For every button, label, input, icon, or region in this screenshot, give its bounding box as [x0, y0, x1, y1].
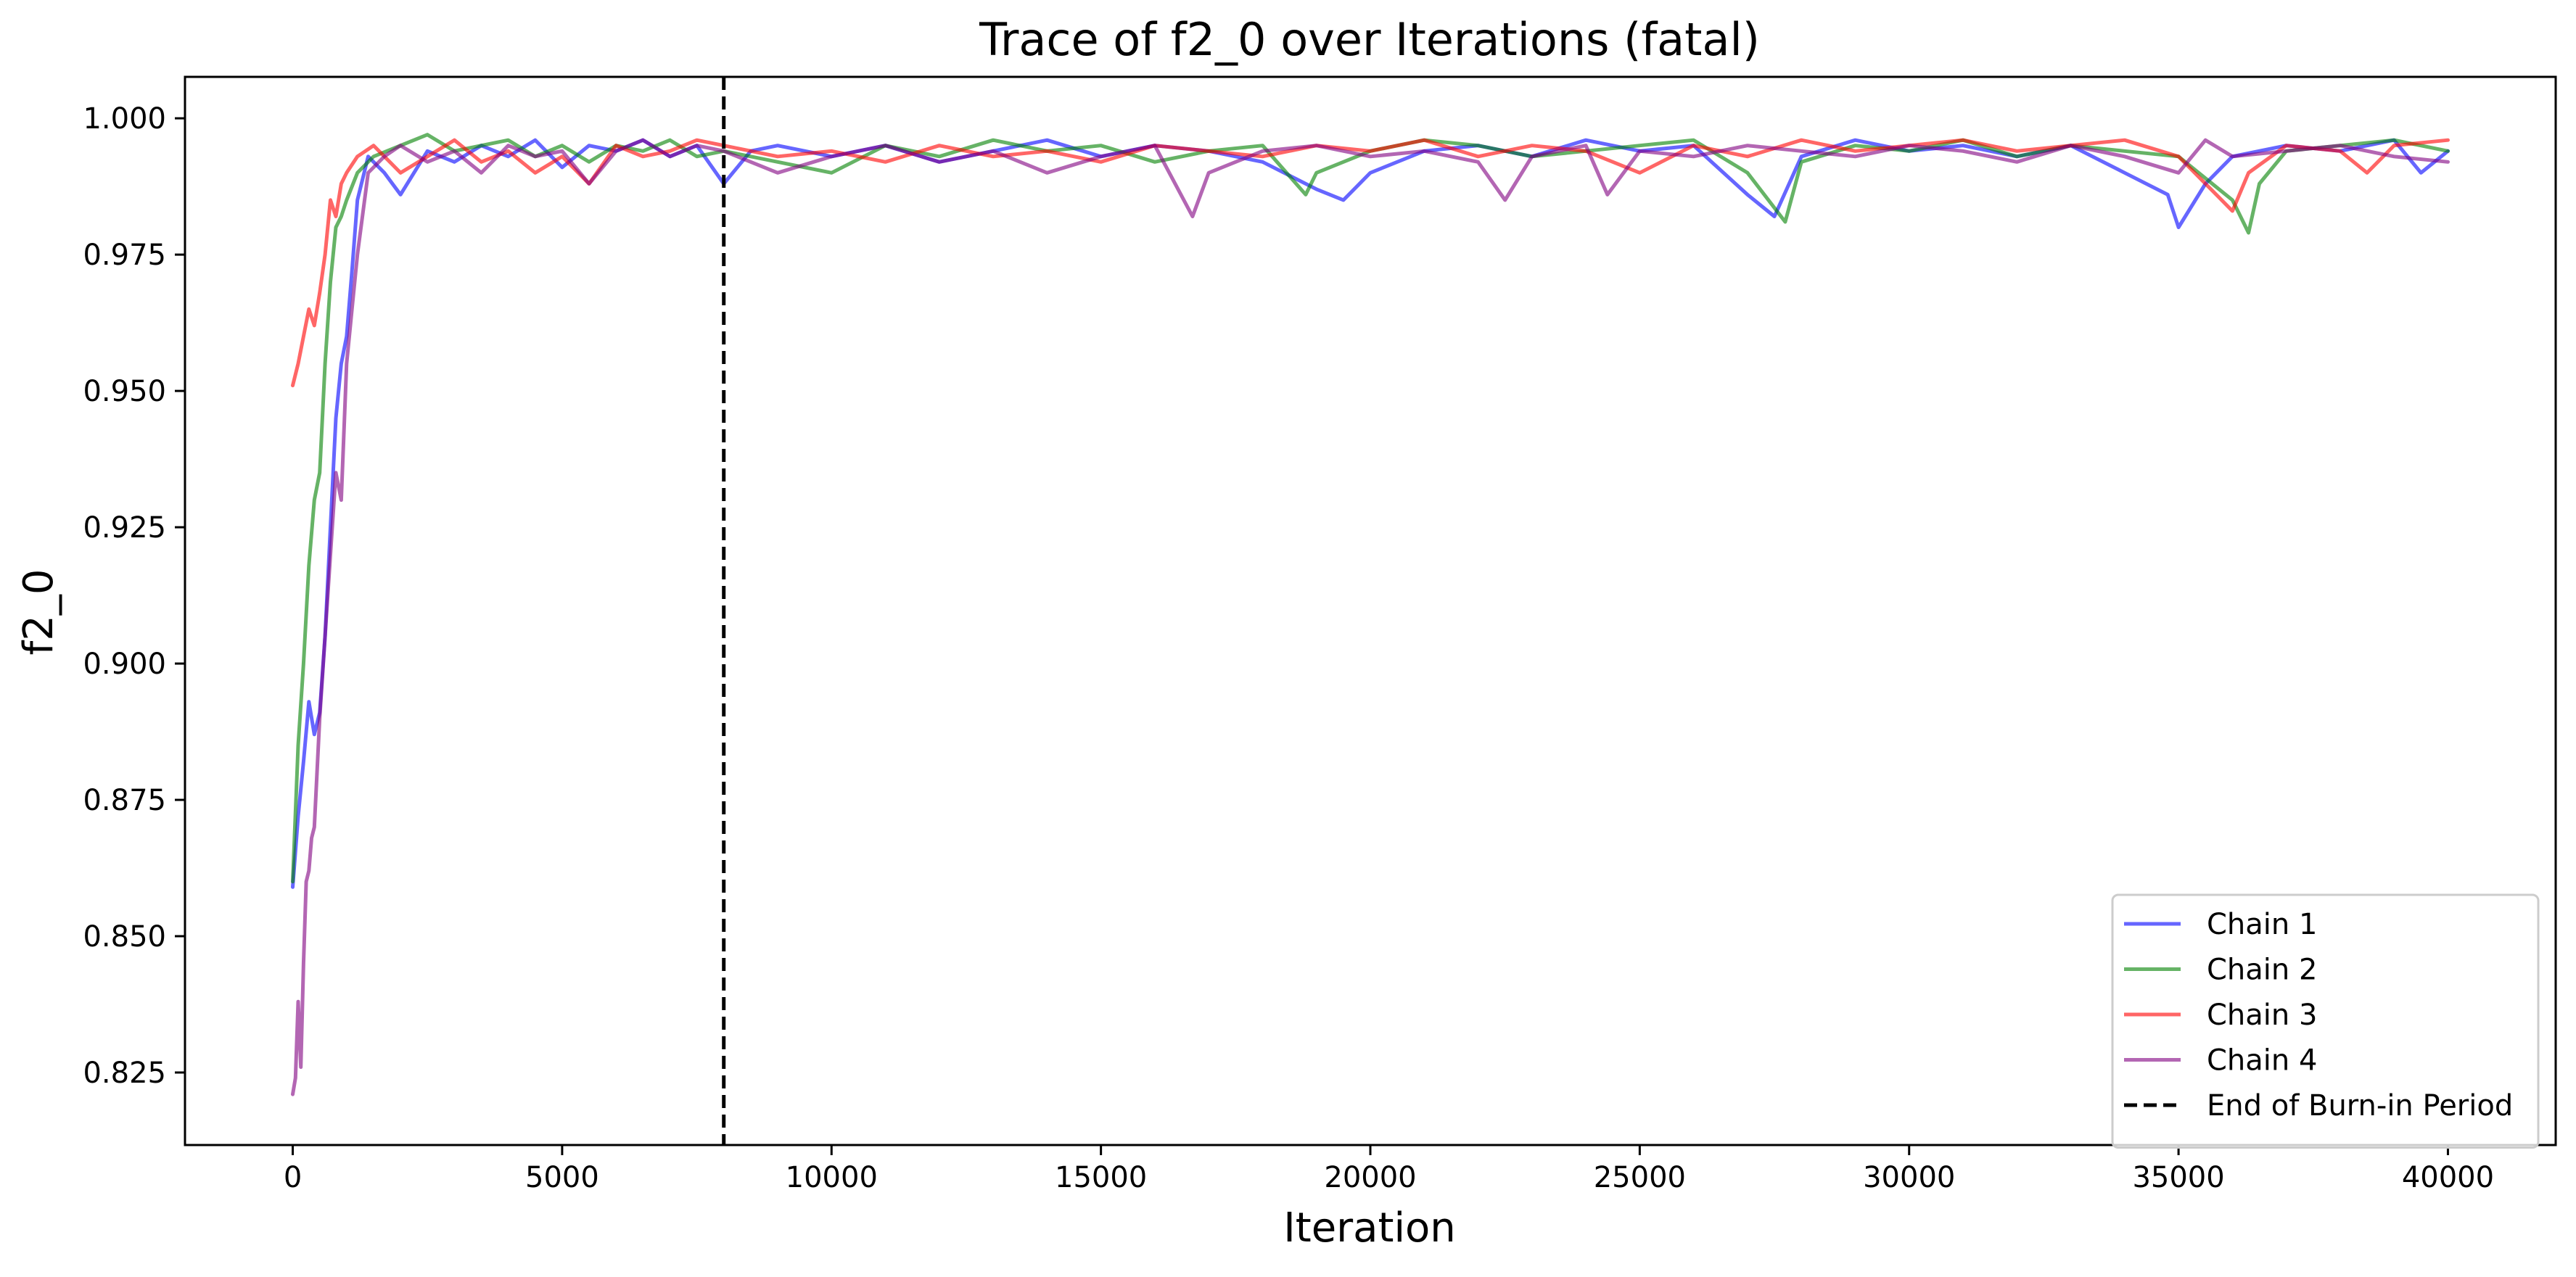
series-lines	[291, 133, 2450, 1096]
axis-ticks: 0 5000 10000 15000 20000 25000 30000 35000 40000…	[83, 102, 2494, 1194]
y-tick-label: 1.000	[83, 102, 166, 136]
y-tick-label: 0.950	[83, 375, 166, 408]
x-tick-label: 40000	[2402, 1161, 2494, 1194]
x-tick-label: 5000	[525, 1161, 599, 1194]
y-axis-label: f2_0	[15, 569, 62, 656]
x-tick-label: 15000	[1055, 1161, 1147, 1194]
plot-frame	[184, 75, 2557, 1146]
x-tick-label: 0	[284, 1161, 302, 1194]
legend-label-chain-3: Chain 3	[2207, 999, 2317, 1032]
series-line-chain-4	[291, 138, 2450, 1096]
y-tick-label: 0.900	[83, 648, 166, 681]
x-axis-label: Iteration	[1283, 1204, 1456, 1252]
y-tick-label: 0.850	[83, 920, 166, 954]
x-tick-label: 10000	[786, 1161, 878, 1194]
legend-label-chain-1: Chain 1	[2207, 908, 2317, 941]
y-tick-label: 0.875	[83, 784, 166, 817]
x-tick-label: 30000	[1863, 1161, 1955, 1194]
x-tick-label: 25000	[1594, 1161, 1686, 1194]
legend: Chain 1 Chain 2 Chain 3 Chain 4 End of Burn-…	[2111, 893, 2540, 1149]
y-tick-label: 0.825	[83, 1057, 166, 1090]
legend-label-chain-4: Chain 4	[2207, 1044, 2317, 1078]
legend-box	[2111, 893, 2540, 1149]
series-line-chain-2	[291, 133, 2450, 884]
legend-label-chain-2: Chain 2	[2207, 954, 2317, 987]
x-tick-label: 35000	[2132, 1161, 2224, 1194]
legend-label-burn-in: End of Burn-in Period	[2207, 1089, 2513, 1123]
x-tick-label: 20000	[1324, 1161, 1416, 1194]
y-tick-label: 0.975	[83, 239, 166, 272]
y-tick-label: 0.925	[83, 511, 166, 545]
chart-title: Trace of f2_0 over Iterations (fatal)	[979, 13, 1760, 66]
